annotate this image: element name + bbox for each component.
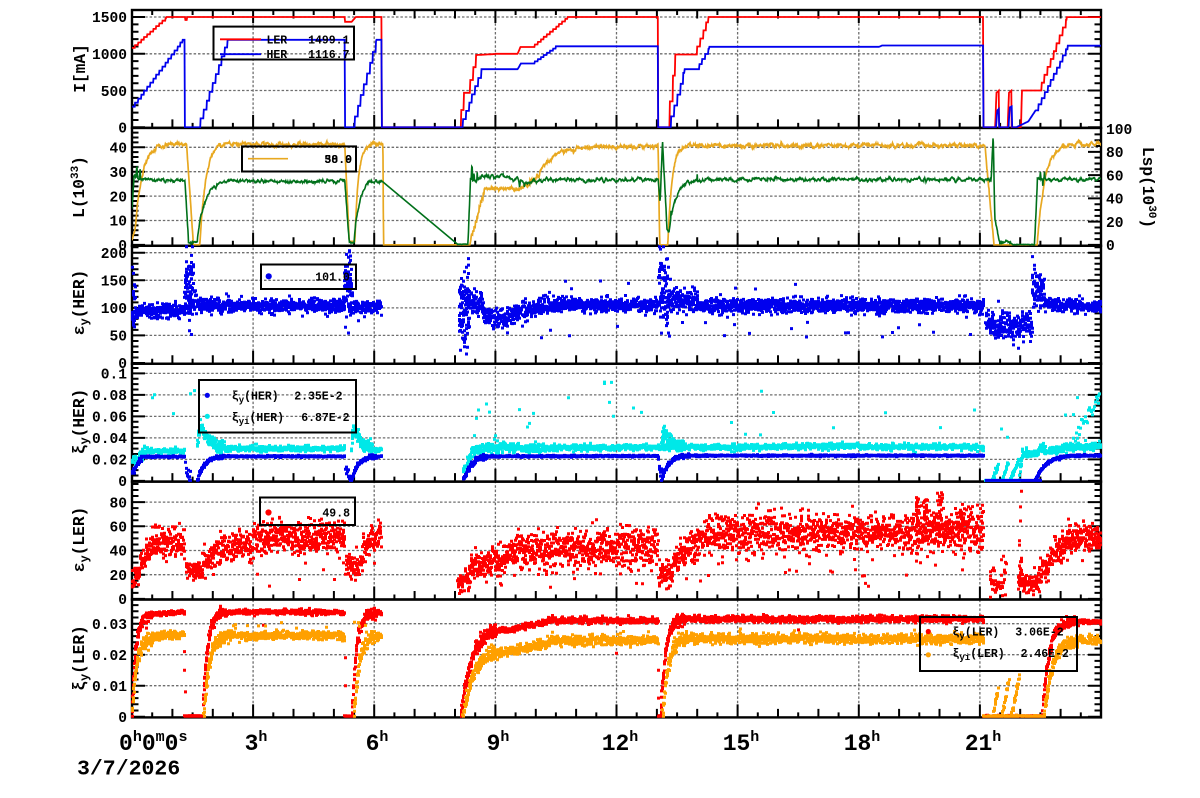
svg-text:38.9: 38.9 — [324, 154, 352, 167]
svg-text:100: 100 — [1106, 123, 1132, 139]
svg-text:0: 0 — [118, 122, 127, 138]
svg-text:1116.7: 1116.7 — [308, 49, 350, 62]
svg-text:40: 40 — [109, 142, 127, 158]
svg-text:49.8: 49.8 — [322, 508, 350, 521]
svg-text:1499.1: 1499.1 — [308, 35, 350, 48]
svg-text:0.08: 0.08 — [92, 389, 127, 405]
svg-text:ξy(LER): ξy(LER) — [953, 627, 1000, 642]
svg-text:0: 0 — [118, 357, 127, 373]
svg-text:2.46E-2: 2.46E-2 — [1021, 648, 1069, 661]
svg-text:60: 60 — [1106, 169, 1124, 185]
svg-text:80: 80 — [1106, 146, 1124, 162]
svg-text:ξy(HER): ξy(HER) — [71, 389, 92, 455]
svg-text:1000: 1000 — [92, 48, 127, 64]
svg-text:0: 0 — [118, 593, 127, 609]
svg-text:40: 40 — [1106, 193, 1124, 209]
svg-text:0.04: 0.04 — [92, 432, 127, 448]
svg-text:0: 0 — [1106, 239, 1115, 255]
svg-text:εy(HER): εy(HER) — [71, 270, 92, 336]
svg-text:0.02: 0.02 — [92, 454, 127, 470]
svg-text:60: 60 — [109, 521, 127, 537]
svg-text:20: 20 — [1106, 216, 1124, 232]
svg-text:LER: LER — [267, 35, 288, 48]
svg-text:101.0: 101.0 — [315, 272, 350, 285]
svg-text:500: 500 — [101, 85, 127, 101]
svg-text:80: 80 — [109, 496, 127, 512]
svg-text:I[mA]: I[mA] — [72, 44, 90, 93]
svg-text:20: 20 — [109, 190, 127, 206]
svg-text:200: 200 — [101, 247, 127, 263]
svg-text:0.06: 0.06 — [92, 411, 127, 427]
svg-text:50: 50 — [109, 330, 127, 346]
svg-text:HER: HER — [267, 49, 288, 62]
svg-text:1500: 1500 — [92, 11, 127, 27]
svg-text:ξy(LER): ξy(LER) — [71, 625, 92, 691]
svg-text:0.02: 0.02 — [92, 649, 127, 665]
svg-text:3.06E-2: 3.06E-2 — [1015, 627, 1063, 640]
svg-text:2.35E-2: 2.35E-2 — [294, 390, 342, 403]
svg-text:50.0: 50.0 — [324, 154, 352, 167]
svg-text:ξyi(LER): ξyi(LER) — [953, 648, 1005, 663]
svg-text:20: 20 — [109, 569, 127, 585]
svg-text:3/7/2026: 3/7/2026 — [77, 758, 180, 782]
svg-text:εy(LER): εy(LER) — [71, 507, 92, 573]
svg-text:0: 0 — [118, 711, 127, 727]
svg-text:0: 0 — [118, 475, 127, 491]
svg-text:L(1033): L(1033) — [70, 156, 89, 218]
svg-text:10: 10 — [109, 215, 127, 231]
svg-text:150: 150 — [101, 275, 127, 291]
svg-text:30: 30 — [109, 166, 127, 182]
svg-text:0.01: 0.01 — [92, 680, 127, 696]
svg-text:0h0m0s: 0h0m0s — [119, 729, 187, 757]
svg-text:40: 40 — [109, 545, 127, 561]
svg-text:0: 0 — [118, 239, 127, 255]
svg-text:100: 100 — [101, 302, 127, 318]
svg-text:0.03: 0.03 — [92, 618, 127, 634]
svg-text:ξy(HER): ξy(HER) — [232, 390, 279, 405]
svg-text:6.87E-2: 6.87E-2 — [301, 412, 349, 425]
svg-text:0.1: 0.1 — [101, 368, 128, 384]
